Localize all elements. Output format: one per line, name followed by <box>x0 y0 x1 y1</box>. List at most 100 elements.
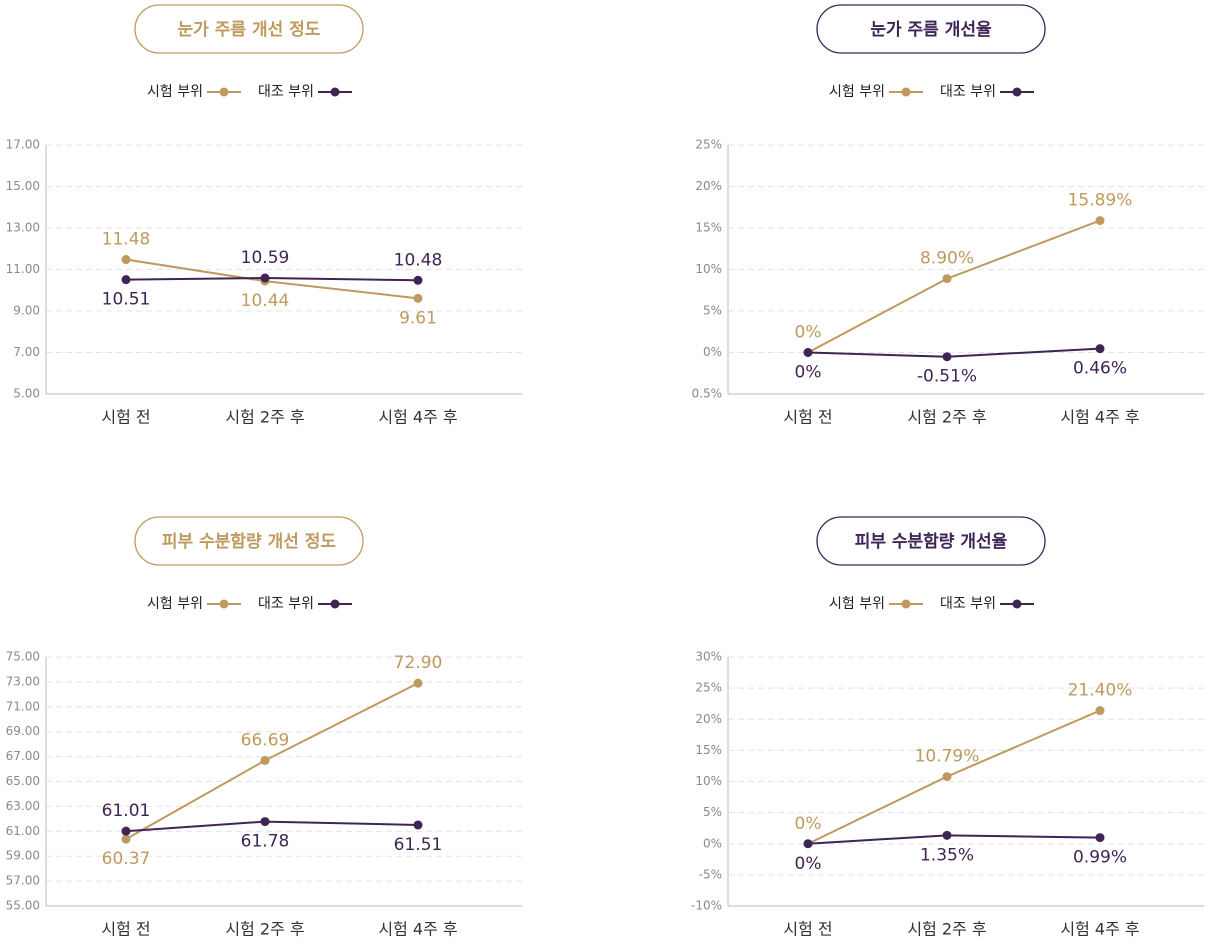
y-tick-label: 17.00 <box>6 138 40 152</box>
data-label: 8.90% <box>920 249 974 269</box>
legend-label: 대조 부위 <box>940 596 996 612</box>
data-point <box>121 834 131 844</box>
chart-title: 눈가 주름 개선 정도 <box>178 20 321 40</box>
title-pill <box>816 4 1046 54</box>
y-tick-label: 5.00 <box>13 387 40 401</box>
x-tick-label: 시험 전 <box>101 920 150 939</box>
x-tick-label: 시험 4주 후 <box>378 408 457 427</box>
data-label: 10.51 <box>102 290 151 310</box>
data-point <box>413 678 423 688</box>
data-label: 1.35% <box>920 845 974 865</box>
legend-label: 대조 부위 <box>258 596 314 612</box>
chart-title: 피부 수분함량 개선 정도 <box>162 531 337 552</box>
y-tick-label: 67.00 <box>6 749 40 763</box>
data-label: 10.59 <box>241 248 290 268</box>
data-label: 72.90 <box>394 653 443 673</box>
data-label: -0.51% <box>917 367 977 387</box>
data-point <box>121 275 131 285</box>
legend-dot <box>1012 599 1022 609</box>
legend-label: 시험 부위 <box>147 84 203 100</box>
y-tick-label: 15.00 <box>6 179 40 193</box>
data-point <box>1095 344 1105 354</box>
data-label: 61.01 <box>102 801 151 821</box>
y-tick-label: 57.00 <box>6 874 40 888</box>
data-label: 0.46% <box>1073 359 1127 379</box>
y-tick-label: 9.00 <box>13 304 40 318</box>
legend-dot <box>219 599 229 609</box>
data-point <box>260 817 270 827</box>
series-line <box>807 219 1101 354</box>
data-label: 10.48 <box>394 250 443 270</box>
legend-label: 시험 부위 <box>829 596 885 612</box>
y-tick-label: 65.00 <box>6 774 40 788</box>
y-tick-label: 63.00 <box>6 799 40 813</box>
y-tick-label: 11.00 <box>6 262 40 276</box>
y-tick-label: 0.5% <box>692 387 723 401</box>
data-point <box>942 352 952 362</box>
data-label: 0% <box>795 323 822 343</box>
x-tick-label: 시험 전 <box>783 408 832 427</box>
legend-label: 대조 부위 <box>258 84 314 100</box>
y-tick-label: 69.00 <box>6 724 40 738</box>
y-tick-label: 13.00 <box>6 221 40 235</box>
y-tick-label: 15% <box>695 221 722 235</box>
chart-title: 피부 수분함량 개선율 <box>855 531 1008 552</box>
series-line <box>125 277 419 282</box>
x-tick-label: 시험 4주 후 <box>378 920 457 939</box>
data-point <box>1095 833 1105 843</box>
data-label: 21.40% <box>1068 681 1133 701</box>
y-tick-label: 55.00 <box>6 899 40 913</box>
y-tick-label: 0% <box>703 836 722 850</box>
y-tick-label: 7.00 <box>13 345 40 359</box>
data-label: 11.48 <box>102 230 151 250</box>
x-tick-label: 시험 2주 후 <box>907 408 986 427</box>
x-tick-label: 시험 전 <box>783 920 832 939</box>
x-tick-label: 시험 2주 후 <box>225 408 304 427</box>
data-point <box>413 293 423 303</box>
data-point <box>121 826 131 836</box>
y-tick-label: -5% <box>699 867 722 881</box>
y-tick-label: 71.00 <box>6 699 40 713</box>
data-point <box>803 839 813 849</box>
data-label: 0.99% <box>1073 848 1127 868</box>
x-tick-label: 시험 4주 후 <box>1060 920 1139 939</box>
x-tick-label: 시험 2주 후 <box>907 920 986 939</box>
y-tick-label: 25% <box>695 681 722 695</box>
y-tick-label: -10% <box>691 899 722 913</box>
legend-dot <box>330 87 340 97</box>
y-tick-label: 10% <box>695 262 722 276</box>
data-point <box>413 275 423 285</box>
y-tick-label: 20% <box>695 712 722 726</box>
y-tick-label: 0% <box>703 345 722 359</box>
data-label: 66.69 <box>241 730 290 750</box>
legend-label: 시험 부위 <box>147 596 203 612</box>
x-tick-label: 시험 4주 후 <box>1060 408 1139 427</box>
series-line <box>125 820 419 833</box>
x-tick-label: 시험 2주 후 <box>225 920 304 939</box>
title-pill <box>134 4 364 54</box>
y-tick-label: 73.00 <box>6 674 40 688</box>
y-tick-label: 15% <box>695 743 722 757</box>
data-point <box>413 820 423 830</box>
y-tick-label: 5% <box>703 304 722 318</box>
y-tick-label: 10% <box>695 774 722 788</box>
data-point <box>1095 216 1105 226</box>
data-label: 15.89% <box>1068 191 1133 211</box>
data-label: 0% <box>795 363 822 383</box>
legend-dot <box>901 87 911 97</box>
legend-label: 시험 부위 <box>829 84 885 100</box>
data-label: 10.44 <box>241 291 290 311</box>
legend-dot <box>1012 87 1022 97</box>
title-pill <box>134 516 364 566</box>
y-tick-label: 59.00 <box>6 849 40 863</box>
y-tick-label: 20% <box>695 179 722 193</box>
x-tick-label: 시험 전 <box>101 408 150 427</box>
data-point <box>260 755 270 765</box>
data-point <box>260 273 270 283</box>
legend-dot <box>901 599 911 609</box>
y-tick-label: 30% <box>695 650 722 664</box>
data-point <box>942 772 952 782</box>
data-label: 0% <box>795 854 822 874</box>
data-point <box>121 255 131 265</box>
